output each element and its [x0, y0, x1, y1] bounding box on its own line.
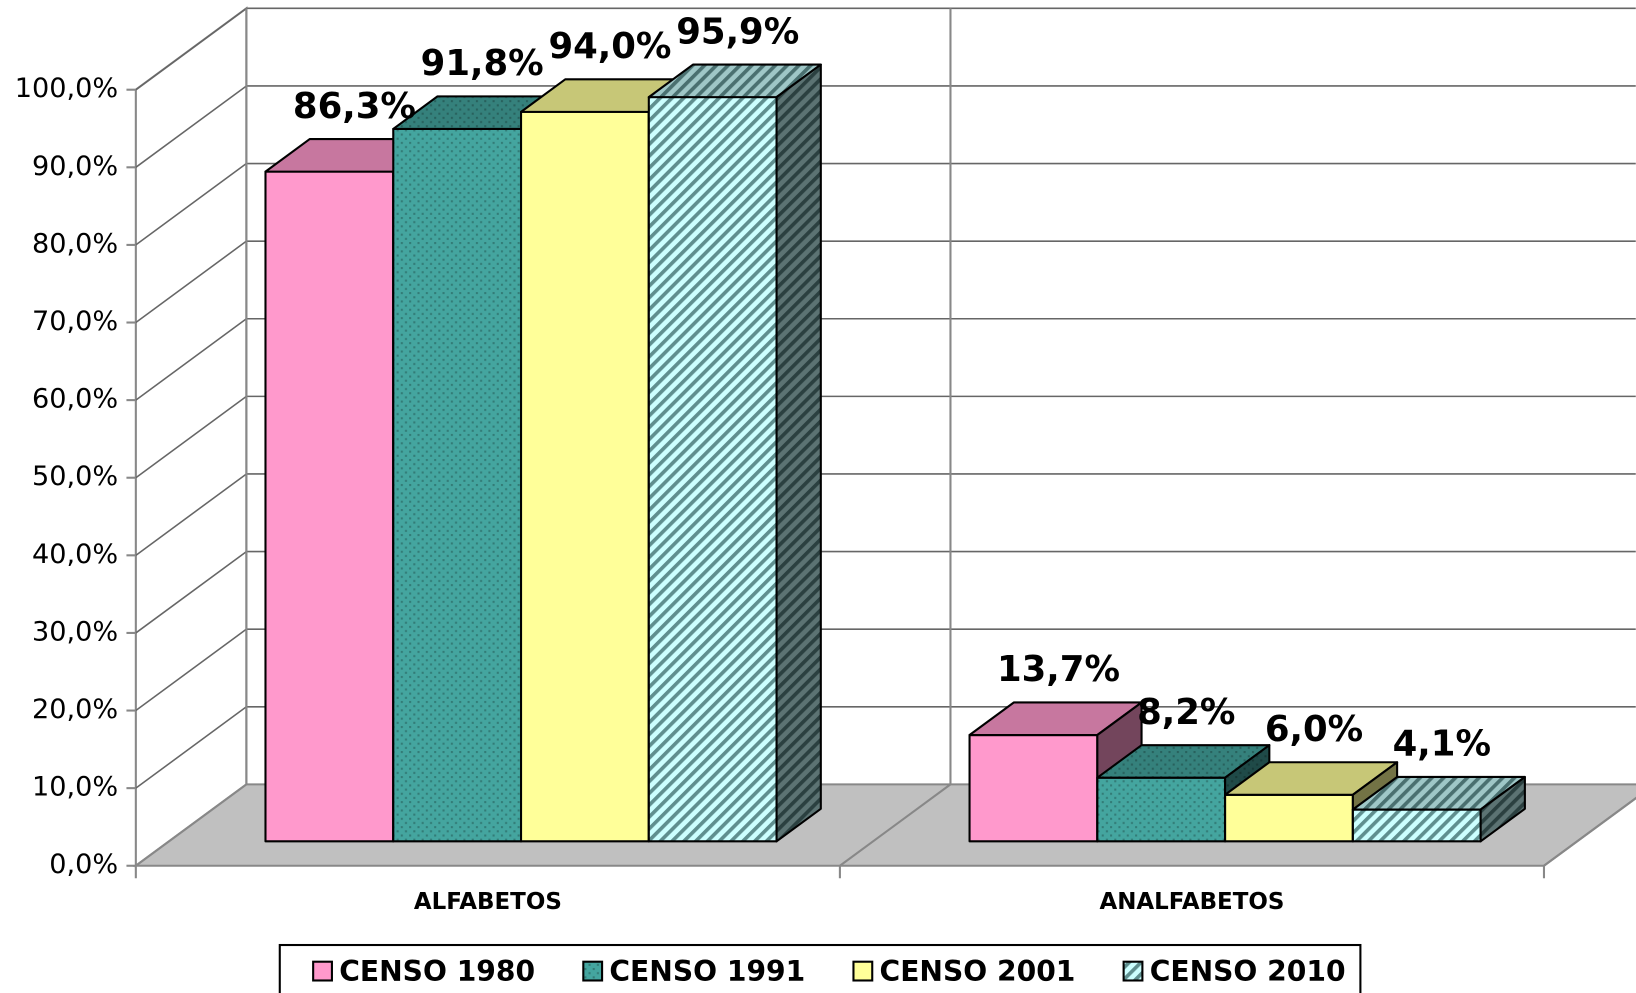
y-tick-label: 60,0% — [32, 384, 118, 415]
legend-label: CENSO 2001 — [880, 955, 1076, 988]
legend-label: CENSO 2010 — [1150, 955, 1346, 988]
grid-line — [135, 85, 247, 168]
bar-front — [1224, 793, 1354, 843]
bar-front — [519, 110, 650, 843]
y-tick-label: 50,0% — [32, 461, 118, 492]
legend-swatch — [852, 960, 874, 982]
legend-swatch — [582, 960, 604, 982]
y-tick-label: 10,0% — [32, 772, 118, 803]
y-tick-label: 40,0% — [32, 539, 118, 570]
x-tick-label: ALFABETOS — [414, 889, 562, 915]
bar-side — [1479, 775, 1526, 843]
y-tick-label: 80,0% — [32, 228, 118, 259]
y-tick-label: 70,0% — [32, 306, 118, 337]
bar-front — [392, 127, 523, 843]
legend-swatch — [312, 960, 333, 982]
legend-label: CENSO 1991 — [609, 955, 805, 988]
grid-line — [135, 240, 247, 324]
value-label: 94,0% — [548, 26, 671, 67]
legend-box — [278, 943, 1362, 993]
value-label: 91,8% — [421, 43, 544, 84]
bar-front — [264, 170, 395, 843]
grid-line — [135, 473, 247, 556]
grid-line — [135, 318, 247, 401]
bar-side — [775, 63, 822, 843]
y-tick-label: 100,0% — [15, 73, 118, 104]
y-tick-label: 0,0% — [49, 849, 118, 880]
grid-line — [135, 395, 247, 479]
floor-edge — [1543, 796, 1636, 867]
bar-front — [647, 96, 778, 843]
legend-label: CENSO 1980 — [339, 955, 535, 988]
value-label: 8,2% — [1137, 692, 1235, 733]
walls — [134, 6, 1636, 868]
grid-line — [135, 7, 247, 91]
y-tick-label: 20,0% — [32, 694, 118, 725]
grid-line — [135, 550, 247, 634]
value-label: 4,1% — [1393, 724, 1491, 765]
y-tick-label: 30,0% — [32, 616, 118, 647]
value-label: 6,0% — [1265, 709, 1363, 750]
value-label: 86,3% — [293, 86, 416, 127]
value-label: 13,7% — [997, 649, 1120, 690]
bar-front — [1096, 776, 1227, 843]
grid-line — [135, 628, 247, 712]
legend-swatch — [1122, 960, 1144, 982]
grid-line — [135, 706, 247, 789]
bar-front — [968, 733, 1099, 843]
x-tick-label: ANALFABETOS — [1099, 889, 1284, 915]
y-tick-label: 90,0% — [32, 151, 118, 182]
value-label: 95,9% — [676, 11, 799, 52]
grid-line — [135, 162, 247, 246]
bar-front — [1351, 808, 1482, 843]
floor-edge — [839, 783, 952, 867]
